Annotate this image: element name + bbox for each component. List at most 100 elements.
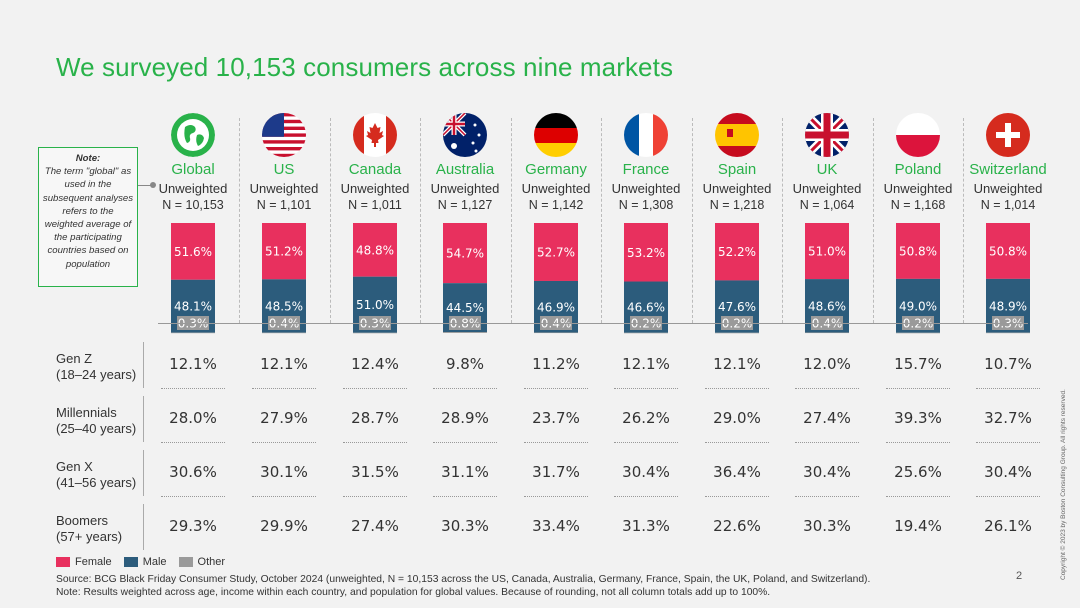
unweighted-label: Unweighted [702,181,772,196]
market-name: Spain [717,161,757,178]
row-divider [886,496,950,497]
sample-size: N = 1,064 [799,198,855,212]
bar-other [443,332,487,333]
bar-female [624,223,668,282]
age-share-cell: 12.1% [260,355,308,373]
unweighted-label: Unweighted [521,181,591,196]
bar-label-female: 52.2% [718,245,756,259]
age-group-name: Boomers [56,513,109,528]
column-separator [239,118,240,323]
bar-label-male: 48.6% [808,299,846,313]
bar-label-female: 54.7% [446,247,484,261]
age-share-cell: 27.9% [260,409,308,427]
row-label-divider [143,450,144,496]
unweighted-label: Unweighted [792,181,862,196]
age-share-cell: 26.2% [622,409,670,427]
row-divider [433,442,497,443]
age-share-cell: 30.4% [803,463,851,481]
bar-label-female: 48.8% [356,243,394,257]
unweighted-label: Unweighted [973,181,1043,196]
age-share-cell: 30.3% [441,517,489,535]
bar-label-female: 53.2% [627,246,665,260]
column-separator [782,118,783,323]
age-share-cell: 28.7% [351,409,399,427]
age-share-cell: 31.1% [441,463,489,481]
age-group-range: (25–40 years) [56,421,137,436]
bar-female [443,223,487,284]
note-connector-dot [150,182,156,188]
row-divider [343,496,407,497]
age-share-cell: 28.9% [441,409,489,427]
legend-item-other: Other [178,556,225,568]
legend-label-male: Male [142,556,167,568]
bar-label-male: 48.1% [174,300,212,314]
copyright-notice: Copyright © 2023 by Boston Consulting Gr… [1060,389,1067,580]
switzerland-flag-icon [986,113,1030,157]
row-divider [433,496,497,497]
age-share-cell: 12.1% [713,355,761,373]
age-share-cell: 29.3% [169,517,217,535]
market-name: US [273,161,295,178]
bar-female [534,223,578,281]
sample-size: N = 1,218 [709,198,765,212]
bar-label-male: 44.5% [446,301,484,315]
bar-female [171,223,215,280]
age-group-label: Gen Z (18–24 years) [56,351,136,383]
age-group-label: Gen X (41–56 years) [56,459,136,491]
sample-size: N = 1,168 [890,198,946,212]
row-divider [343,442,407,443]
chart-baseline [158,323,1028,324]
age-share-cell: 15.7% [894,355,942,373]
column-separator [692,118,693,323]
bar-other [715,332,759,334]
age-share-cell: 10.7% [984,355,1032,373]
market-name: Canada [348,161,402,178]
legend-item-female: Female [56,556,112,568]
bar-other [262,332,306,334]
note-connector [138,185,152,186]
age-share-cell: 25.6% [894,463,942,481]
sample-size: N = 1,011 [348,198,402,212]
bar-female [715,223,759,281]
sample-size: N = 1,014 [980,198,1036,212]
age-share-cell: 39.3% [894,409,942,427]
sample-size: N = 1,127 [437,198,493,212]
canada-flag-icon [353,113,397,157]
row-label-divider [143,342,144,388]
bar-label-male: 48.5% [265,299,303,313]
sample-size: N = 1,308 [618,198,674,212]
row-divider [161,442,225,443]
column-separator [873,118,874,323]
age-share-cell: 22.6% [713,517,761,535]
bar-label-male: 49.0% [899,299,937,313]
age-share-cell: 12.4% [351,355,399,373]
column-separator [601,118,602,323]
market-name: Poland [894,161,942,178]
bar-label-male: 51.0% [356,298,394,312]
row-label-divider [143,396,144,442]
us-flag-icon [262,113,306,157]
age-group-range: (41–56 years) [56,475,137,490]
row-divider [614,388,678,389]
row-label-divider [143,504,144,550]
age-share-cell: 33.4% [532,517,580,535]
spain-flag-icon [715,113,759,157]
column-separator [963,118,964,323]
bar-label-male: 46.9% [537,300,575,314]
bar-female [986,223,1030,279]
market-name: Switzerland [969,161,1047,178]
legend-swatch-female [56,557,70,567]
age-share-cell: 30.3% [803,517,851,535]
market-name: Global [171,161,215,178]
age-share-cell: 31.5% [351,463,399,481]
legend-swatch-other [178,557,193,567]
age-share-cell: 28.0% [169,409,217,427]
poland-flag-icon [896,113,940,157]
note-text: The term "global" as used in the subsequ… [42,166,134,270]
age-share-cell: 26.1% [984,517,1032,535]
unweighted-label: Unweighted [883,181,953,196]
row-divider [161,496,225,497]
footnote-note: Note: Results weighted across age, incom… [56,587,771,598]
row-divider [976,496,1040,497]
bar-label-female: 52.7% [537,245,575,259]
